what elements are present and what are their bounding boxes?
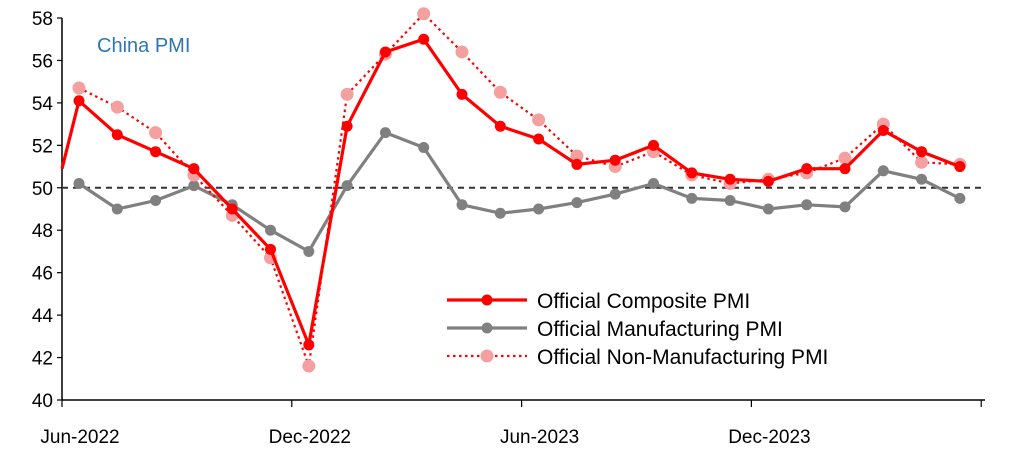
data-point: [877, 165, 889, 177]
data-point: [532, 113, 546, 127]
data-point: [110, 100, 124, 114]
data-point: [493, 85, 507, 99]
data-point: [379, 127, 391, 139]
data-point: [494, 120, 506, 132]
data-point: [570, 149, 584, 163]
data-point: [188, 180, 200, 192]
series-official-non-manufacturing-pmi: [72, 7, 967, 373]
data-point: [418, 33, 430, 45]
data-point: [916, 173, 928, 185]
series-official-manufacturing-pmi: [73, 127, 966, 257]
data-point: [954, 192, 966, 204]
chart-title: China PMI: [97, 35, 190, 57]
data-point: [303, 339, 315, 351]
data-point: [456, 88, 468, 100]
data-point: [801, 163, 813, 175]
y-tick-label: 44: [32, 306, 54, 327]
data-point: [265, 224, 276, 236]
data-point: [724, 173, 736, 185]
data-point: [762, 203, 774, 215]
data-point: [302, 359, 316, 373]
data-point: [686, 192, 698, 204]
data-point: [648, 139, 659, 151]
data-point: [73, 95, 85, 107]
data-point: [762, 175, 774, 187]
x-tick-label: Dec-2023: [728, 427, 810, 448]
legend-swatch-marker: [481, 322, 493, 334]
data-point: [340, 87, 354, 101]
legend-swatch-marker: [480, 349, 494, 363]
data-point: [303, 245, 315, 257]
legend-swatch-marker: [481, 294, 493, 306]
data-point: [72, 81, 86, 95]
legend-label: Official Composite PMI: [537, 290, 750, 313]
data-point: [877, 124, 889, 136]
legend-item: Official Composite PMI: [447, 290, 750, 313]
data-point: [265, 243, 276, 255]
series-line: [78, 12, 960, 368]
y-tick-label: 50: [32, 179, 53, 200]
data-point: [150, 195, 162, 207]
data-point: [456, 199, 468, 211]
data-point: [839, 201, 851, 213]
data-point: [226, 203, 238, 215]
data-point: [379, 46, 391, 58]
data-point: [149, 126, 163, 140]
legend-label: Official Non-Manufacturing PMI: [537, 346, 828, 369]
y-tick-label: 56: [32, 51, 53, 72]
data-point: [571, 197, 583, 209]
x-tick-label: Jun-2022: [40, 427, 119, 448]
data-point: [150, 146, 162, 158]
data-point: [111, 203, 123, 215]
data-point: [418, 141, 430, 153]
data-point: [609, 188, 621, 200]
data-point: [915, 155, 929, 169]
data-point: [455, 45, 469, 59]
data-point: [571, 158, 583, 170]
x-tick-label: Jun-2023: [500, 427, 579, 448]
data-point: [839, 163, 851, 175]
legend-label: Official Manufacturing PMI: [537, 318, 783, 341]
data-point: [533, 203, 545, 215]
data-point: [73, 178, 85, 190]
y-tick-label: 52: [32, 136, 53, 157]
data-point: [111, 129, 123, 141]
series-layer: [60, 7, 967, 373]
data-point: [188, 163, 200, 175]
data-point: [341, 120, 353, 132]
data-point: [533, 133, 545, 145]
y-tick-label: 46: [32, 264, 53, 285]
data-point: [724, 195, 736, 207]
data-point: [648, 178, 659, 190]
legend-item: Official Non-Manufacturing PMI: [447, 346, 828, 369]
data-point: [494, 207, 506, 219]
data-point: [801, 199, 813, 211]
data-point: [341, 180, 353, 192]
data-point: [838, 151, 852, 165]
data-point: [686, 167, 698, 179]
legend-item: Official Manufacturing PMI: [447, 318, 783, 341]
y-tick-label: 54: [32, 94, 54, 115]
data-point: [954, 161, 966, 173]
series-official-composite-pmi: [60, 33, 966, 351]
y-tick-label: 40: [32, 391, 53, 412]
data-point: [609, 154, 621, 166]
y-tick-label: 42: [32, 349, 53, 370]
x-tick-label: Dec-2022: [269, 427, 351, 448]
axes: 40 42 44 46 48 50 52 54 56 58 Jun-2022 Dec-2022 Jun-…: [32, 9, 985, 448]
data-point: [916, 146, 928, 158]
legend: Official Composite PMI Official Manufactu…: [447, 290, 828, 369]
data-point: [417, 7, 431, 21]
y-tick-label: 58: [32, 9, 53, 30]
y-tick-label: 48: [32, 221, 53, 242]
